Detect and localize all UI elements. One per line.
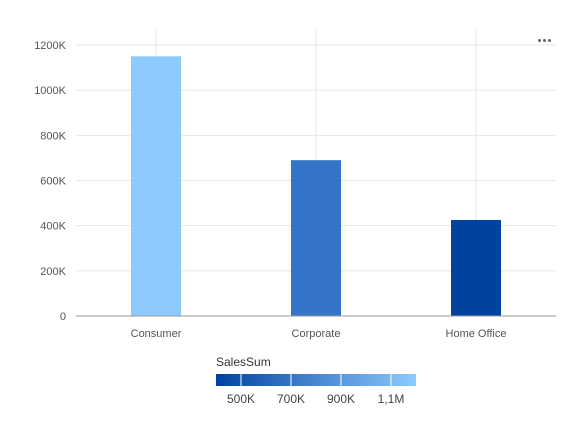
legend-tick-label: 900K: [327, 392, 355, 406]
y-axis: 0 200K 400K 600K 800K 1000K 1200K: [34, 40, 66, 323]
legend-tick-label: 700K: [277, 392, 305, 406]
legend-ticks: 500K 700K 900K 1,1M: [227, 374, 404, 406]
y-tick-label: 1200K: [34, 40, 66, 52]
y-tick-label: 400K: [40, 221, 66, 233]
legend-title: SalesSum: [216, 355, 271, 369]
bar[interactable]: [131, 56, 181, 317]
x-axis: Consumer Corporate Home Office: [76, 315, 556, 340]
bars: [131, 56, 501, 317]
legend-tick-label: 500K: [227, 392, 255, 406]
x-tick-label: Home Office: [446, 328, 507, 340]
y-tick-label: 200K: [40, 266, 66, 278]
color-scale-legend: SalesSum 500K 700K 900K 1,1M: [216, 355, 416, 406]
x-tick-label: Corporate: [292, 328, 341, 340]
legend-tick-label: 1,1M: [378, 392, 405, 406]
y-tick-label: 800K: [40, 130, 66, 142]
y-tick-label: 1000K: [34, 85, 66, 97]
x-tick-label: Consumer: [131, 328, 182, 340]
y-tick-label: 0: [60, 311, 66, 323]
more-horizontal-icon[interactable]: [532, 32, 556, 50]
y-tick-label: 600K: [40, 176, 66, 188]
bar[interactable]: [291, 160, 341, 316]
legend-color-bar: [216, 374, 416, 386]
bar[interactable]: [451, 220, 501, 316]
